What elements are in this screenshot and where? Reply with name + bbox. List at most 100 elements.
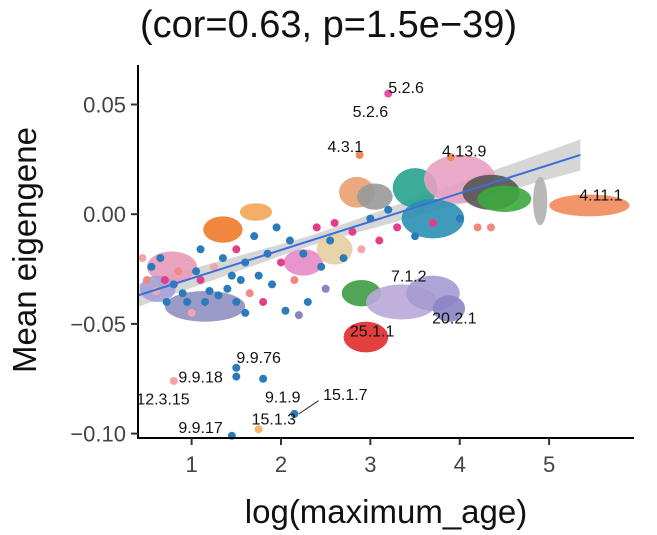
data-point — [245, 289, 254, 298]
data-point — [236, 276, 245, 285]
data-point — [473, 223, 482, 232]
data-point — [232, 297, 241, 306]
point-label: 9.9.18 — [178, 370, 223, 387]
data-point — [178, 289, 187, 298]
data-point — [227, 271, 236, 280]
data-point — [393, 223, 402, 232]
y-tick-label: 0.00 — [83, 202, 126, 227]
data-point — [411, 232, 420, 241]
y-axis-ticks: 0.05 0.00 −0.05 −0.10 — [70, 92, 138, 447]
data-point — [299, 249, 308, 258]
data-point — [268, 280, 277, 289]
x-tick-label: 3 — [364, 452, 376, 477]
data-point — [241, 308, 250, 317]
data-point — [254, 425, 263, 434]
x-tick-label: 5 — [543, 452, 555, 477]
label-leader-layer — [298, 400, 319, 415]
data-point — [259, 297, 268, 306]
point-label: 7.1.2 — [391, 269, 427, 286]
data-point — [250, 232, 259, 241]
y-tick-label: −0.05 — [70, 312, 126, 337]
regression-line-layer — [137, 154, 581, 297]
x-tick-label: 1 — [185, 452, 197, 477]
data-point — [232, 363, 241, 372]
data-point — [205, 286, 214, 295]
chart-title: (cor=0.63, p=1.5e−39) — [139, 4, 518, 46]
x-tick-label: 2 — [275, 452, 287, 477]
point-label: 9.1.9 — [265, 389, 301, 406]
data-point — [355, 150, 364, 159]
organism-silhouette — [164, 290, 246, 322]
data-point — [196, 276, 205, 285]
point-label: 5.2.6 — [353, 104, 389, 121]
data-point — [446, 153, 455, 162]
data-point — [272, 223, 281, 232]
data-point — [192, 267, 201, 276]
data-point — [218, 254, 227, 263]
organism-silhouette — [239, 203, 273, 221]
data-point — [321, 284, 330, 293]
data-point — [209, 262, 218, 271]
organism-silhouette — [549, 194, 630, 217]
data-point — [455, 214, 464, 223]
organism-silhouette — [356, 183, 393, 210]
point-label: 25.1.1 — [350, 323, 395, 340]
data-point — [147, 262, 156, 271]
point-label: 5.2.6 — [388, 80, 424, 97]
y-tick-label: −0.10 — [70, 422, 126, 447]
axes — [137, 65, 634, 439]
data-point — [174, 267, 183, 276]
organism-silhouette — [533, 176, 548, 226]
data-point — [326, 236, 335, 245]
data-point — [232, 372, 241, 381]
data-point — [330, 218, 339, 227]
data-point — [196, 245, 205, 254]
organism-silhouette — [477, 185, 532, 213]
data-point — [187, 308, 196, 317]
point-label: 20.2.1 — [432, 310, 477, 327]
data-point — [142, 276, 151, 285]
data-point — [223, 284, 232, 293]
data-point — [259, 374, 268, 383]
data-point — [169, 376, 178, 385]
y-tick-label: 0.05 — [83, 92, 126, 117]
point-label: 9.9.17 — [178, 420, 223, 437]
data-point — [428, 218, 437, 227]
data-point — [303, 297, 312, 306]
organism-silhouette — [432, 295, 466, 322]
data-point — [290, 409, 299, 418]
data-point — [375, 236, 384, 245]
data-point — [201, 297, 210, 306]
data-point — [162, 297, 171, 306]
data-point — [294, 311, 303, 320]
data-point — [160, 276, 169, 285]
organism-silhouette — [343, 321, 389, 353]
data-point — [348, 227, 357, 236]
data-point — [156, 254, 165, 263]
point-label-layer: 5.2.6 5.2.6 4.3.1 4.13.9 4.11.1 7.1.2 20.2.1 25… — [136, 80, 622, 437]
point-label: 4.13.9 — [442, 144, 487, 161]
data-point — [384, 89, 393, 98]
point-label: 9.9.76 — [236, 350, 281, 367]
organism-silhouette — [283, 249, 323, 276]
data-point — [339, 254, 348, 263]
y-axis-title: Mean eigengene — [6, 127, 43, 373]
data-point — [254, 271, 263, 280]
label-leader — [298, 400, 319, 415]
data-point — [290, 276, 299, 285]
data-point — [285, 236, 294, 245]
organism-silhouette — [203, 216, 243, 243]
data-point — [183, 297, 192, 306]
point-label: 12.3.15 — [136, 392, 189, 409]
data-point-layer — [138, 89, 496, 440]
regression-line — [137, 154, 581, 297]
point-label: 4.11.1 — [579, 187, 622, 204]
data-point — [487, 223, 496, 232]
data-point — [138, 254, 147, 263]
data-point — [317, 262, 326, 271]
x-tick-label: 4 — [454, 452, 466, 477]
data-point — [281, 306, 290, 315]
point-label: 4.3.1 — [328, 139, 364, 156]
point-label: 15.1.7 — [323, 387, 368, 404]
